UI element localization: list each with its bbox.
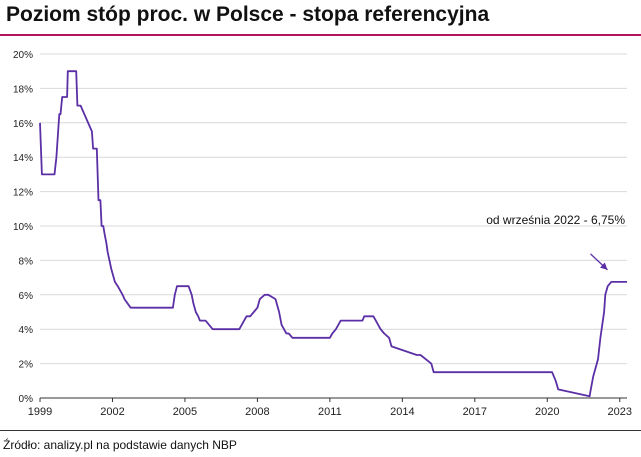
line-chart: 0% 2% 4% 6% 8% 10% 12% 14% 16% 18% 20% 1999 2002 200… bbox=[13, 50, 632, 418]
x-tick-label: 2005 bbox=[173, 406, 197, 418]
annotation-label: od września 2022 - 6,75% bbox=[486, 213, 625, 227]
y-axis-tick-labels: 0% 2% 4% 6% 8% 10% 12% 14% 16% 18% 20% bbox=[13, 50, 33, 405]
y-tick-label: 6% bbox=[19, 291, 34, 302]
grid-lines bbox=[40, 53, 627, 365]
annotation-layer: od września 2022 - 6,75% bbox=[486, 213, 625, 271]
series-layer bbox=[39, 70, 627, 398]
x-tick-label: 2008 bbox=[245, 406, 269, 418]
y-tick-label: 12% bbox=[13, 188, 33, 199]
y-tick-label: 14% bbox=[13, 153, 33, 164]
y-tick-label: 10% bbox=[13, 222, 33, 233]
x-axis-tick-labels: 1999 2002 2005 2008 2011 2014 2017 2020 2023 bbox=[28, 398, 632, 418]
series-line bbox=[39, 70, 627, 398]
x-tick-label: 2011 bbox=[318, 406, 342, 418]
title-divider bbox=[0, 34, 641, 36]
source-note: Źródło: analizy.pl na podstawie danych N… bbox=[3, 438, 237, 452]
chart-title: Poziom stóp proc. w Polsce - stopa refer… bbox=[6, 3, 490, 26]
x-tick-label: 2014 bbox=[390, 406, 414, 418]
x-tick-label: 2023 bbox=[608, 406, 632, 418]
y-tick-label: 20% bbox=[13, 50, 33, 61]
y-tick-label: 16% bbox=[13, 119, 33, 130]
y-tick-label: 0% bbox=[19, 394, 34, 405]
x-tick-label: 2002 bbox=[100, 406, 124, 418]
y-tick-label: 2% bbox=[19, 360, 34, 371]
y-tick-label: 18% bbox=[13, 84, 33, 95]
x-tick-label: 1999 bbox=[28, 406, 52, 418]
y-tick-label: 8% bbox=[19, 256, 34, 267]
x-tick-label: 2017 bbox=[463, 406, 487, 418]
annotation-arrowhead bbox=[600, 262, 608, 270]
y-tick-label: 4% bbox=[19, 325, 34, 336]
x-tick-label: 2020 bbox=[535, 406, 559, 418]
footer-divider bbox=[0, 430, 641, 431]
